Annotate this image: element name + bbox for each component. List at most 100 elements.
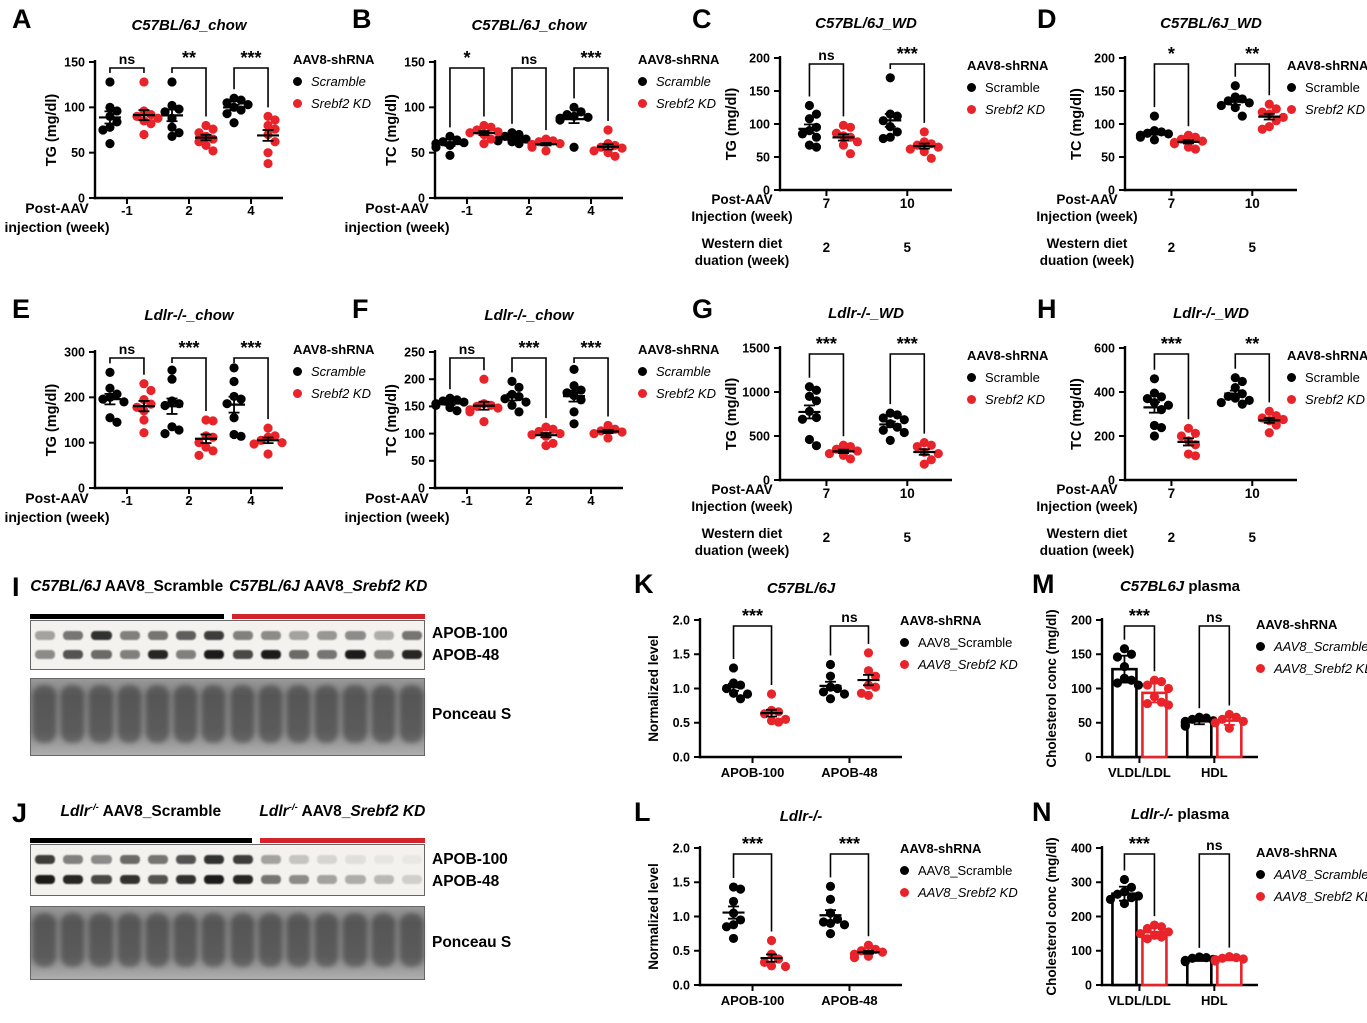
legend: AAV8-shRNA Scramble Srebf2 KD (1287, 58, 1367, 117)
blot-group-label-scramble: Ldlr-/- AAV8_Scramble (60, 802, 222, 821)
legend-item: Srebf2 KD (293, 386, 374, 401)
y-tick-label: 100 (1094, 117, 1115, 131)
y-axis-label: TG (mg/dl) (44, 94, 60, 167)
apob48-band (288, 875, 310, 884)
dots-srebf2-kd (465, 120, 627, 161)
apob100-band (232, 631, 253, 640)
apob-blot-image (30, 844, 425, 896)
chart-L: Ldlr-/- 0.0 0.5 1.0 1.5 2.0 Normalized level AP… (646, 808, 902, 1008)
sig-label: ns (818, 47, 835, 63)
legend-item: AAV8_Srebf2 KD (900, 885, 1018, 900)
legend-dot-icon (1256, 642, 1265, 651)
legend-item: AAV8_Srebf2 KD (1256, 889, 1367, 904)
mean-error-bar (132, 400, 155, 413)
sig-label: *** (897, 44, 918, 64)
apob48-band (35, 875, 56, 884)
mean-error-bar (1177, 437, 1200, 447)
mean-error-bar (223, 103, 246, 111)
legend-dot-icon (967, 105, 976, 114)
apob100-band (260, 631, 281, 640)
sig-label: *** (1129, 606, 1150, 626)
axes (93, 350, 283, 490)
x-tick-label: 2 (185, 203, 192, 218)
legend-label: Srebf2 KD (656, 386, 716, 401)
sig-label: *** (241, 48, 262, 68)
chart-title: C57BL/6J_chow (131, 17, 247, 34)
panel-letter-h: H (1037, 294, 1057, 324)
legend-item: Scramble (1287, 370, 1367, 385)
x-row-value: 10 (1245, 196, 1260, 211)
legend: AAV8-shRNA Scramble Srebf2 KD (638, 52, 719, 111)
ponceau-lane (399, 913, 423, 967)
x-row-value: 7 (1168, 196, 1176, 211)
blot-group-label-scramble: C57BL/6J AAV8_Scramble (30, 578, 224, 595)
apob100-band (35, 631, 56, 640)
mean-error-bar (223, 395, 246, 414)
panel-j-western-blot: J APOB-100 APOB-48 Ponceau S Ldlr-/- AAV… (0, 794, 600, 1023)
legend-dot-icon (900, 638, 909, 647)
legend-title: AAV8-shRNA (293, 342, 375, 357)
legend-dot-icon (1287, 395, 1296, 404)
y-tick-label: 50 (71, 146, 85, 160)
mean-error-bar (257, 129, 280, 142)
apob100-band-label: APOB-100 (432, 625, 508, 642)
apob48-band (260, 650, 281, 659)
y-axis-label: TC (mg/dl) (384, 94, 400, 166)
mean-error-bar (195, 133, 217, 142)
ponceau-lane (89, 685, 113, 743)
x-row-label: duation (week) (695, 543, 790, 558)
mean-error-bar (819, 909, 842, 922)
y-axis-label: Normalized level (646, 863, 661, 970)
chart-C: C57BL/6J_WD 0 50 100 150 200 TG (mg/dl) Post-AA… (691, 15, 952, 268)
sig-bracket (449, 357, 485, 390)
x-tick-label: 4 (247, 493, 255, 508)
x-tick-label: HDL (1201, 993, 1228, 1008)
x-row-label: Injection (week) (691, 209, 792, 224)
y-tick-label: 1000 (742, 385, 770, 399)
legend-title: AAV8-shRNA (1256, 845, 1338, 860)
chart-title: Ldlr-/- (780, 808, 823, 825)
apob-blot-image (30, 620, 425, 670)
sig-bracket (171, 357, 207, 411)
y-tick-label: 1.5 (673, 648, 690, 662)
chart-B: C57BL/6J_chow 0 50 100 150 TC (mg/dl) -1 2 4 Post… (344, 17, 627, 235)
sig-bracket (511, 67, 547, 131)
ponceau-lane (33, 913, 57, 967)
sig-bracket (829, 625, 870, 656)
apob48-band (232, 875, 253, 884)
apob48-band (373, 650, 394, 659)
legend-label: Scramble (311, 74, 366, 89)
mean-error-bar (879, 420, 902, 429)
legend-dot-icon (1256, 870, 1265, 879)
ponceau-blot-image (30, 678, 425, 756)
ponceau-lane (343, 685, 367, 743)
x-row-value: 2 (1168, 530, 1176, 545)
sig-bracket (808, 353, 845, 437)
panel-letter-c: C (692, 4, 712, 34)
chart-title: C57BL/6J (767, 580, 836, 597)
legend-dot-icon (638, 389, 647, 398)
dots-srebf2-kd (1135, 920, 1248, 966)
sig-label: *** (1129, 834, 1150, 854)
ponceau-lane (145, 685, 170, 743)
sig-label: *** (742, 606, 763, 626)
x-tick-label: -1 (461, 203, 473, 218)
x-tick-label: 4 (587, 203, 595, 218)
legend-item: Srebf2 KD (293, 96, 374, 111)
x-row-value: 7 (823, 486, 831, 501)
legend-title: AAV8-shRNA (967, 348, 1049, 363)
sig-label: *** (178, 338, 199, 358)
x-row-value: 10 (900, 196, 915, 211)
mean-error-bar (1224, 389, 1247, 398)
y-axis-label: Normalized level (646, 635, 661, 742)
x-row-label: Post-AAV (1056, 482, 1117, 497)
x-tick-label: 2 (525, 203, 532, 218)
apob48-band-label: APOB-48 (432, 647, 500, 664)
sig-bracket (889, 353, 926, 434)
y-tick-label: 0 (1085, 978, 1092, 992)
y-tick-label: 1500 (742, 341, 770, 355)
y-tick-label: 150 (1094, 84, 1115, 98)
sig-label: ns (459, 341, 476, 357)
legend-label: AAV8_Scramble (918, 635, 1013, 650)
sig-label: ns (1206, 609, 1223, 625)
